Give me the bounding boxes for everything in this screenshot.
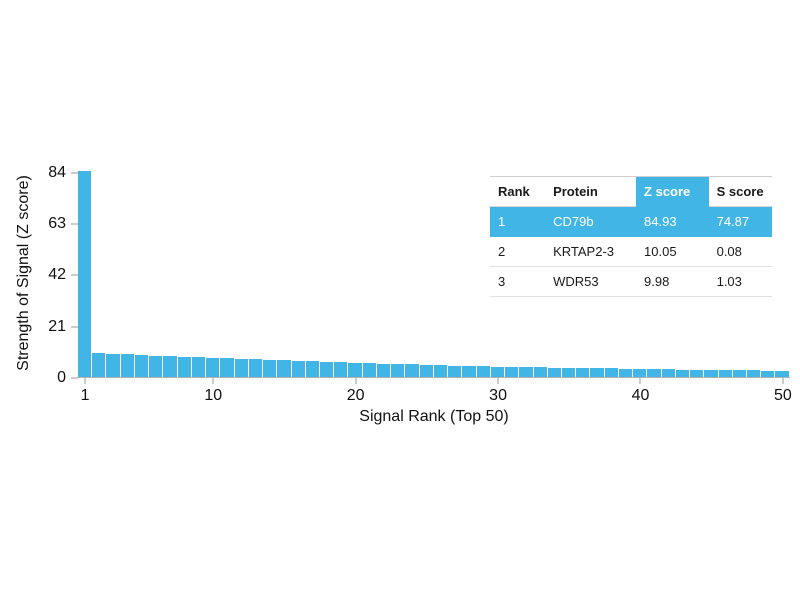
cell-protein: KRTAP2-3 — [545, 236, 637, 267]
y-tick-mark — [71, 274, 78, 276]
cell-protein: WDR53 — [545, 266, 637, 297]
bar — [633, 368, 647, 378]
y-tick-mark — [71, 326, 78, 328]
bar — [732, 370, 747, 378]
bar — [448, 365, 462, 378]
bar — [547, 367, 561, 378]
bar — [505, 366, 519, 378]
bar — [191, 357, 206, 378]
cell-s-score: 0.08 — [708, 236, 772, 267]
table-row: 1 CD79b 84.93 74.87 — [490, 206, 772, 237]
cell-z-score: 9.98 — [636, 266, 709, 297]
bar — [718, 370, 732, 378]
header-z-score: Z score — [636, 176, 709, 207]
bar — [291, 360, 305, 378]
y-tick-mark — [71, 223, 78, 225]
bar — [234, 358, 248, 378]
bar — [348, 362, 362, 378]
y-tick-label: 84 — [48, 163, 66, 181]
header-protein: Protein — [545, 176, 637, 207]
table-row: 2 KRTAP2-3 10.05 0.08 — [490, 236, 772, 267]
cell-rank: 3 — [490, 266, 546, 297]
x-tick-label: 1 — [80, 387, 90, 404]
y-tick-label: 63 — [48, 215, 66, 233]
bar — [419, 364, 433, 378]
table-row: 3 WDR53 9.98 1.03 — [490, 266, 772, 297]
bar — [775, 370, 789, 378]
bar — [248, 359, 263, 378]
bar — [561, 367, 576, 378]
bar — [747, 370, 761, 378]
top-proteins-table: Rank Protein Z score S score 1 CD79b 84.… — [490, 176, 772, 297]
cell-s-score: 1.03 — [708, 266, 772, 297]
x-tick-mark — [84, 378, 86, 384]
y-tick-label: 21 — [48, 317, 66, 335]
x-tick-label: 20 — [346, 387, 365, 404]
x-tick-mark — [782, 378, 784, 384]
bar — [78, 170, 92, 378]
bar — [134, 355, 149, 378]
x-tick-mark — [639, 378, 641, 384]
bar — [277, 360, 291, 378]
bar — [149, 355, 163, 378]
cell-z-score: 10.05 — [636, 236, 709, 267]
bar — [433, 365, 448, 378]
bar — [661, 369, 675, 378]
bar — [604, 368, 618, 378]
x-axis-line — [78, 377, 790, 378]
bar-series — [78, 168, 790, 378]
bar — [618, 368, 633, 378]
cell-rank: 1 — [490, 206, 546, 237]
bar — [92, 353, 106, 378]
bar — [106, 353, 120, 378]
bar — [647, 369, 661, 378]
cell-protein: CD79b — [545, 206, 637, 237]
bar — [334, 362, 348, 378]
bar — [263, 359, 277, 378]
bar — [761, 370, 775, 378]
cell-z-score: 84.93 — [636, 206, 709, 237]
y-tick-mark — [71, 377, 78, 379]
bar — [576, 368, 590, 378]
x-tick-label: 50 — [773, 387, 792, 404]
bar — [490, 366, 505, 378]
bar — [590, 368, 604, 378]
x-tick-mark — [355, 378, 357, 384]
bar — [362, 363, 376, 378]
y-tick-label: 42 — [48, 266, 66, 284]
bar — [405, 364, 419, 378]
bar — [533, 367, 547, 378]
bar — [675, 369, 690, 378]
bar — [163, 356, 177, 378]
x-tick-label: 10 — [204, 387, 223, 404]
bar — [376, 363, 391, 378]
bar — [220, 358, 234, 378]
x-tick-label: 40 — [631, 387, 650, 404]
bar — [305, 361, 319, 378]
y-tick-mark — [71, 172, 78, 174]
bar — [206, 357, 220, 378]
x-tick-mark — [212, 378, 214, 384]
bar — [704, 369, 718, 378]
header-rank: Rank — [490, 176, 546, 207]
cell-rank: 2 — [490, 236, 546, 267]
bar — [319, 361, 334, 378]
y-tick-label: 0 — [57, 369, 66, 386]
x-axis-title: Signal Rank (Top 50) — [359, 408, 509, 425]
header-s-score: S score — [708, 176, 772, 207]
bar — [462, 365, 476, 378]
bar — [120, 354, 134, 378]
y-axis-title: Strength of Signal (Z score) — [15, 175, 32, 371]
table-header-row: Rank Protein Z score S score — [490, 176, 772, 207]
x-tick-label: 30 — [489, 387, 507, 404]
x-tick-mark — [497, 378, 499, 384]
bar — [690, 369, 704, 378]
bar — [519, 367, 533, 378]
bar — [177, 356, 191, 378]
bar — [476, 366, 490, 378]
cell-s-score: 74.87 — [708, 206, 772, 237]
bar — [391, 364, 405, 378]
